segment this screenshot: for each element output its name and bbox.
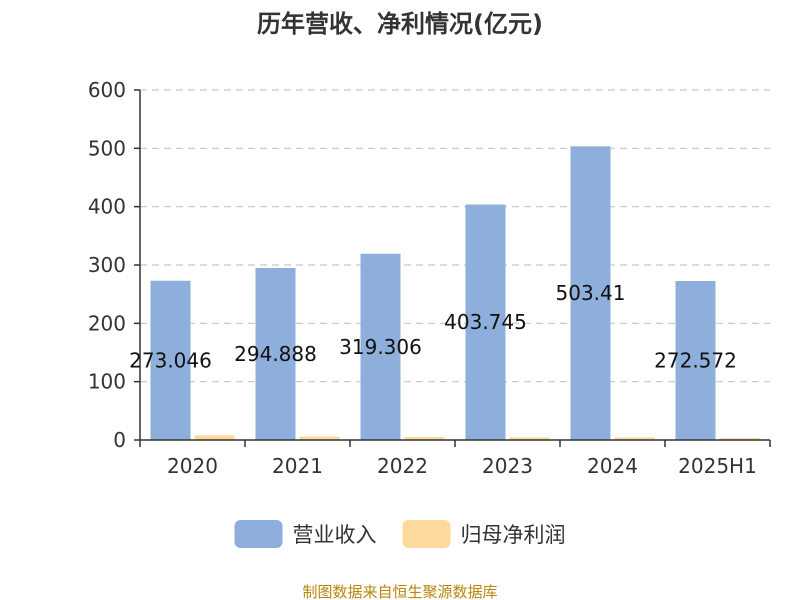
bar-revenue[interactable] [360, 253, 401, 440]
data-label: 294.888 [234, 342, 317, 366]
data-label: 403.745 [444, 310, 527, 334]
bars [150, 146, 760, 441]
data-label: 273.046 [129, 348, 212, 372]
chart-title: 历年营收、净利情况(亿元) [257, 10, 543, 38]
bar-revenue[interactable] [570, 146, 611, 440]
data-label: 272.572 [654, 348, 737, 372]
bar-net-profit[interactable] [194, 435, 235, 440]
x-tick-label: 2023 [482, 454, 533, 478]
legend-swatch-revenue[interactable] [234, 520, 283, 548]
bar-revenue[interactable] [150, 280, 191, 440]
bar-net-profit[interactable] [614, 437, 655, 440]
source-note: 制图数据来自恒生聚源数据库 [302, 583, 497, 600]
legend-swatch-net-profit[interactable] [402, 520, 451, 548]
legend-label-net-profit[interactable]: 归母净利润 [461, 523, 566, 547]
x-tick-label: 2025H1 [678, 454, 757, 478]
bar-revenue[interactable] [255, 267, 296, 440]
x-tick-label: 2021 [272, 454, 323, 478]
bar-net-profit[interactable] [299, 436, 340, 441]
x-tick-label: 2024 [587, 454, 638, 478]
y-tick-label: 200 [88, 311, 126, 335]
data-label: 319.306 [339, 335, 422, 359]
y-tick-label: 100 [88, 370, 126, 394]
axes: 0 100 200 300 400 500 600 2020 2021 2022 2023 2024 2… [88, 78, 771, 478]
bar-net-profit[interactable] [509, 437, 550, 440]
bar-revenue[interactable] [675, 280, 716, 440]
bar-net-profit[interactable] [719, 437, 760, 440]
bar-net-profit[interactable] [404, 437, 445, 440]
y-tick-label: 0 [113, 428, 126, 452]
y-tick-label: 500 [88, 136, 126, 160]
data-label: 503.41 [556, 281, 626, 305]
grid [140, 89, 770, 383]
x-tick-label: 2022 [377, 454, 428, 478]
x-tick-label: 2020 [167, 454, 218, 478]
y-tick-label: 300 [88, 253, 126, 277]
legend-label-revenue[interactable]: 营业收入 [293, 523, 377, 547]
legend[interactable]: 营业收入 归母净利润 [234, 520, 566, 548]
bar-revenue[interactable] [465, 204, 506, 440]
data-labels: 273.046 294.888 319.306 403.745 503.41 272.57… [129, 281, 737, 372]
y-tick-label: 600 [88, 78, 126, 102]
y-tick-label: 400 [88, 195, 126, 219]
